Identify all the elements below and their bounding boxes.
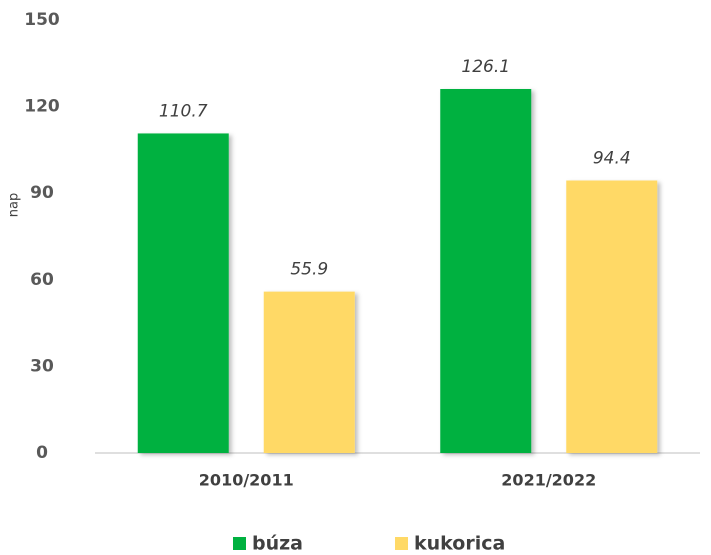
legend-swatch <box>395 537 408 550</box>
y-axis-label: nap <box>7 193 22 217</box>
bar <box>137 133 229 454</box>
y-tick-label: 30 <box>30 356 54 376</box>
y-tick-label: 120 <box>24 97 60 117</box>
data-label: 94.4 <box>593 148 631 168</box>
bar <box>263 291 355 453</box>
x-tick-label: 2010/2011 <box>199 471 294 490</box>
bar <box>440 88 532 453</box>
legend-label: kukorica <box>414 533 505 555</box>
legend-swatch <box>233 537 246 550</box>
bar <box>566 180 658 454</box>
y-tick-label: 90 <box>30 183 54 203</box>
y-tick-label: 0 <box>36 443 48 463</box>
x-tick-label: 2021/2022 <box>501 471 596 490</box>
y-tick-label: 60 <box>30 270 54 290</box>
y-tick-label: 150 <box>24 10 60 30</box>
data-label: 110.7 <box>159 101 208 121</box>
data-label: 126.1 <box>461 57 510 77</box>
legend-label: búza <box>252 533 303 555</box>
data-label: 55.9 <box>290 260 328 280</box>
